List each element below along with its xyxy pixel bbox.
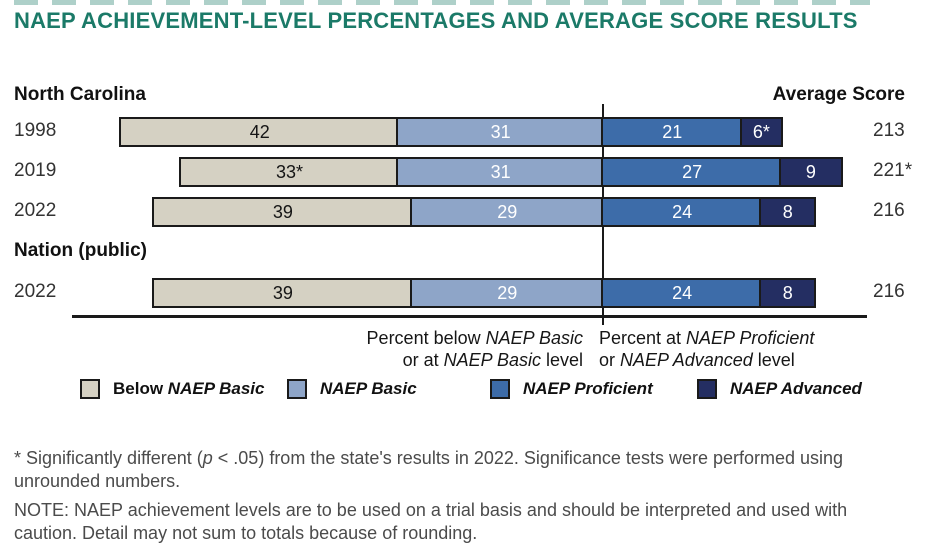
footnotes: * Significantly different (p < .05) from… xyxy=(14,447,898,551)
legend-item-advanced: NAEP Advanced xyxy=(697,379,862,399)
bar-segment-advanced: 8 xyxy=(761,280,815,306)
horizontal-axis-line xyxy=(72,315,867,318)
legend-label: NAEP Basic xyxy=(320,379,417,398)
legend-label: NAEP Advanced xyxy=(730,379,862,398)
figure-title: NAEP ACHIEVEMENT-LEVEL PERCENTAGES AND A… xyxy=(14,8,858,33)
bar-segment-below_basic: 39 xyxy=(154,280,412,306)
legend-swatch-advanced xyxy=(697,379,717,399)
bar-segment-below_basic: 33* xyxy=(180,159,399,185)
legend: Below NAEP Basic NAEP Basic NAEP Proficien… xyxy=(0,379,948,409)
bar-segment-below_basic: 39 xyxy=(154,199,412,225)
bar-segment-basic: 29 xyxy=(411,280,603,306)
legend-swatch-below_basic xyxy=(80,379,100,399)
average-score-value: 216 xyxy=(873,281,905,302)
legend-swatch-proficient xyxy=(490,379,510,399)
average-score-value: 216 xyxy=(873,200,905,221)
stacked-bar-2022: 39 29 24 8 xyxy=(152,197,817,227)
bar-segment-basic: 31 xyxy=(398,159,603,185)
bar-segment-proficient: 24 xyxy=(602,199,762,225)
group-header: Nation (public) xyxy=(14,240,147,261)
bar-segment-basic: 29 xyxy=(411,199,603,225)
group-header: North Carolina xyxy=(14,84,146,105)
year-label: 2022 xyxy=(14,281,57,302)
legend-item-below_basic: Below NAEP Basic xyxy=(80,379,264,399)
bar-segment-advanced: 6* xyxy=(741,119,782,145)
axis-label-line: Percent at NAEP Proficient xyxy=(599,328,815,348)
note-footnote: NOTE: NAEP achievement levels are to be … xyxy=(14,500,848,543)
axis-label-left: Percent below NAEP Basic or at NAEP Basic… xyxy=(367,327,583,371)
legend-item-basic: NAEP Basic xyxy=(287,379,417,399)
average-score-value: 213 xyxy=(873,120,905,141)
axis-label-line: Percent below NAEP Basic xyxy=(366,328,583,348)
legend-label: Below NAEP Basic xyxy=(113,379,265,398)
bar-segment-below_basic: 42 xyxy=(121,119,399,145)
legend-swatch-basic xyxy=(287,379,307,399)
axis-label-line: or at NAEP Basic level xyxy=(402,350,583,370)
cropped-text-artifact xyxy=(14,0,870,5)
stacked-bar-2022: 39 29 24 8 xyxy=(152,278,817,308)
year-label: 1998 xyxy=(14,120,57,141)
axis-label-line: or NAEP Advanced level xyxy=(599,350,795,370)
bar-segment-proficient: 27 xyxy=(602,159,782,185)
bar-segment-proficient: 21 xyxy=(602,119,742,145)
bar-segment-advanced: 8 xyxy=(761,199,815,225)
significance-footnote: * Significantly different (p < .05) from… xyxy=(14,448,844,491)
legend-label: NAEP Proficient xyxy=(523,379,653,398)
bar-segment-advanced: 9 xyxy=(781,159,841,185)
year-label: 2019 xyxy=(14,160,57,181)
stacked-bar-1998: 42 31 21 6* xyxy=(119,117,784,147)
stacked-bar-2019: 33* 31 27 9 xyxy=(178,157,843,187)
bar-segment-proficient: 24 xyxy=(602,280,762,306)
average-score-header: Average Score xyxy=(772,84,905,105)
legend-item-proficient: NAEP Proficient xyxy=(490,379,653,399)
average-score-value: 221* xyxy=(873,160,913,181)
bar-segment-basic: 31 xyxy=(398,119,603,145)
year-label: 2022 xyxy=(14,200,57,221)
axis-label-right: Percent at NAEP Proficient or NAEP Advanc… xyxy=(599,327,814,371)
